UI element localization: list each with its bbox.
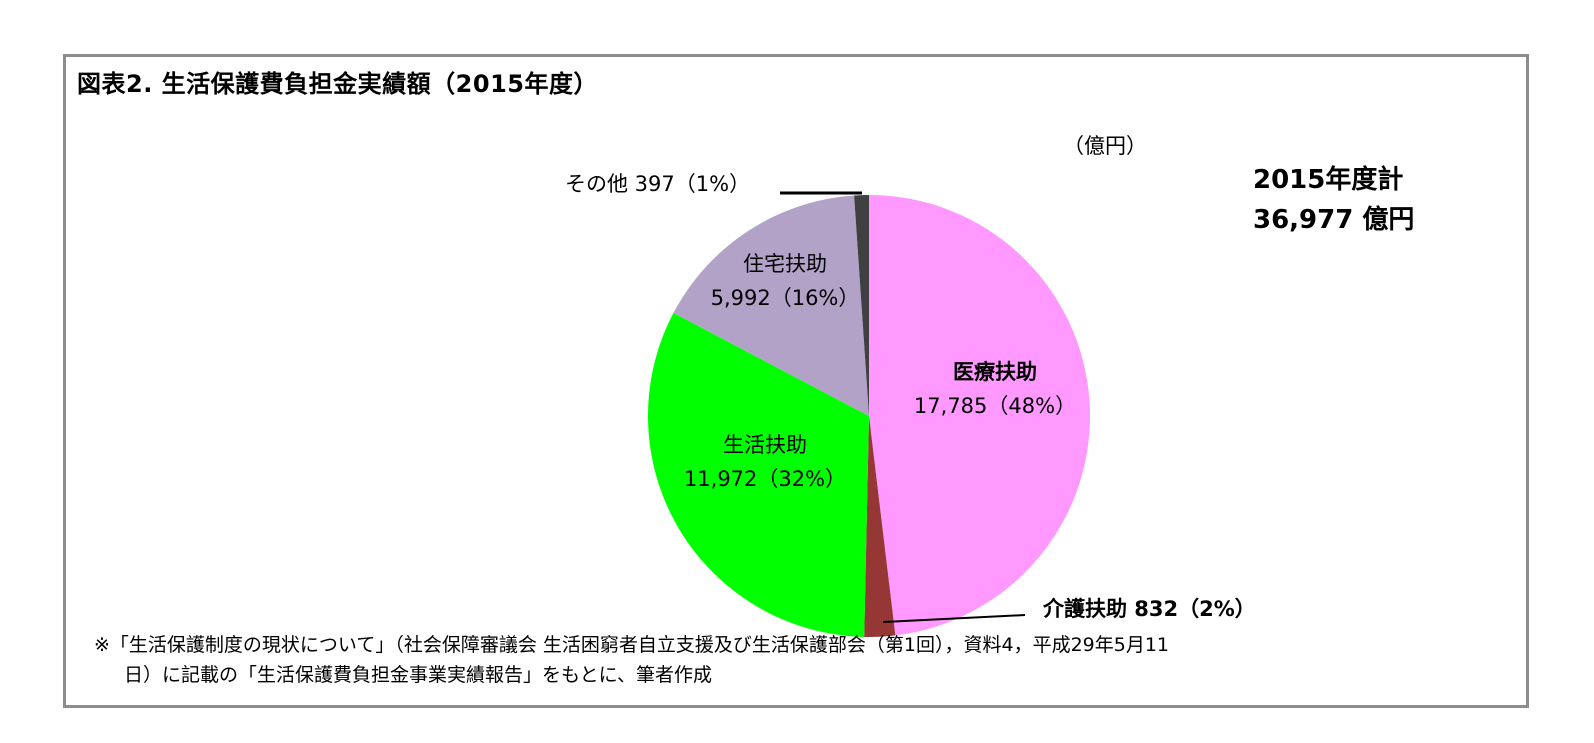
- footnote: ※「生活保護制度の現状について」（社会保障審議会 生活困窮者自立支援及び生活保護…: [94, 630, 1169, 690]
- care-leader-line: [882, 614, 1026, 623]
- medical-name: 医療扶助: [953, 360, 1037, 384]
- slice-care: [864, 416, 896, 638]
- total-label-line1: 2015年度計: [1253, 165, 1404, 195]
- living-value: 11,972（32%）: [683, 467, 847, 491]
- slice-housing: [673, 195, 869, 416]
- housing-label: 住宅扶助 5,992（16%）: [690, 247, 880, 315]
- unit-label: （億円）: [1063, 134, 1147, 158]
- slice-living: [648, 312, 869, 637]
- slice-other: [854, 195, 869, 416]
- living-label: 生活扶助 11,972（32%）: [675, 428, 855, 496]
- housing-value: 5,992（16%）: [710, 286, 860, 310]
- housing-name: 住宅扶助: [743, 252, 827, 276]
- care-label: 介護扶助 832（2%）: [1043, 597, 1256, 621]
- footnote-line2: 日）に記載の「生活保護費負担金事業実績報告」をもとに、筆者作成: [124, 664, 713, 686]
- footnote-line1: ※「生活保護制度の現状について」（社会保障審議会 生活困窮者自立支援及び生活保護…: [94, 634, 1170, 656]
- other-label: その他 397（1%）: [565, 172, 751, 196]
- pie-slices: [648, 195, 1090, 638]
- medical-label: 医療扶助 17,785（48%）: [905, 355, 1085, 423]
- chart-title: 図表2. 生活保護費負担金実績額（2015年度）: [77, 70, 598, 98]
- living-name: 生活扶助: [723, 433, 807, 457]
- medical-value: 17,785（48%）: [913, 394, 1077, 418]
- slice-medical: [869, 195, 1090, 636]
- total-annotation: 2015年度計 36,977 億円: [1253, 160, 1414, 240]
- total-label-line2: 36,977 億円: [1253, 205, 1415, 235]
